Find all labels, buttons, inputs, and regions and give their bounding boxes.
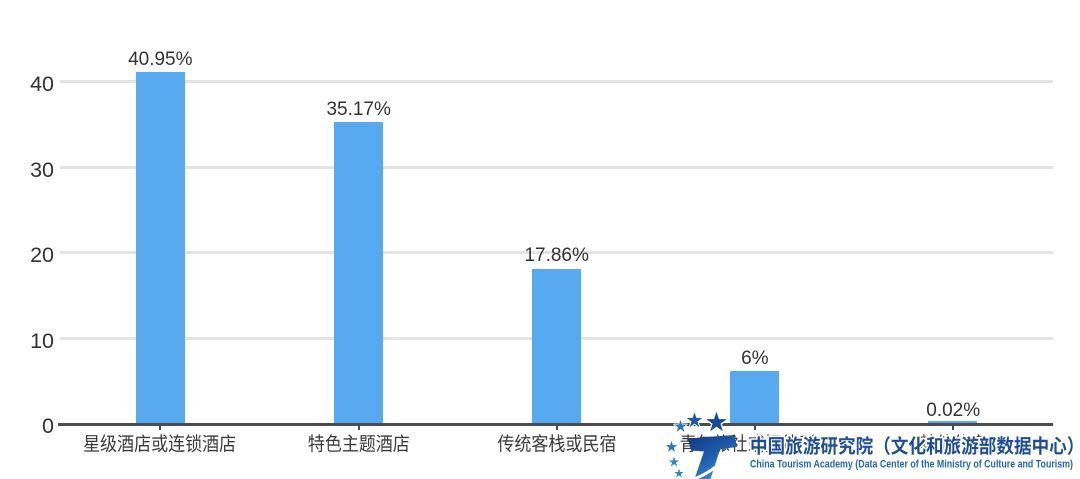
svg-text:China Tourism Academy (Data Ce: China Tourism Academy (Data Center of th… [750, 458, 1073, 470]
